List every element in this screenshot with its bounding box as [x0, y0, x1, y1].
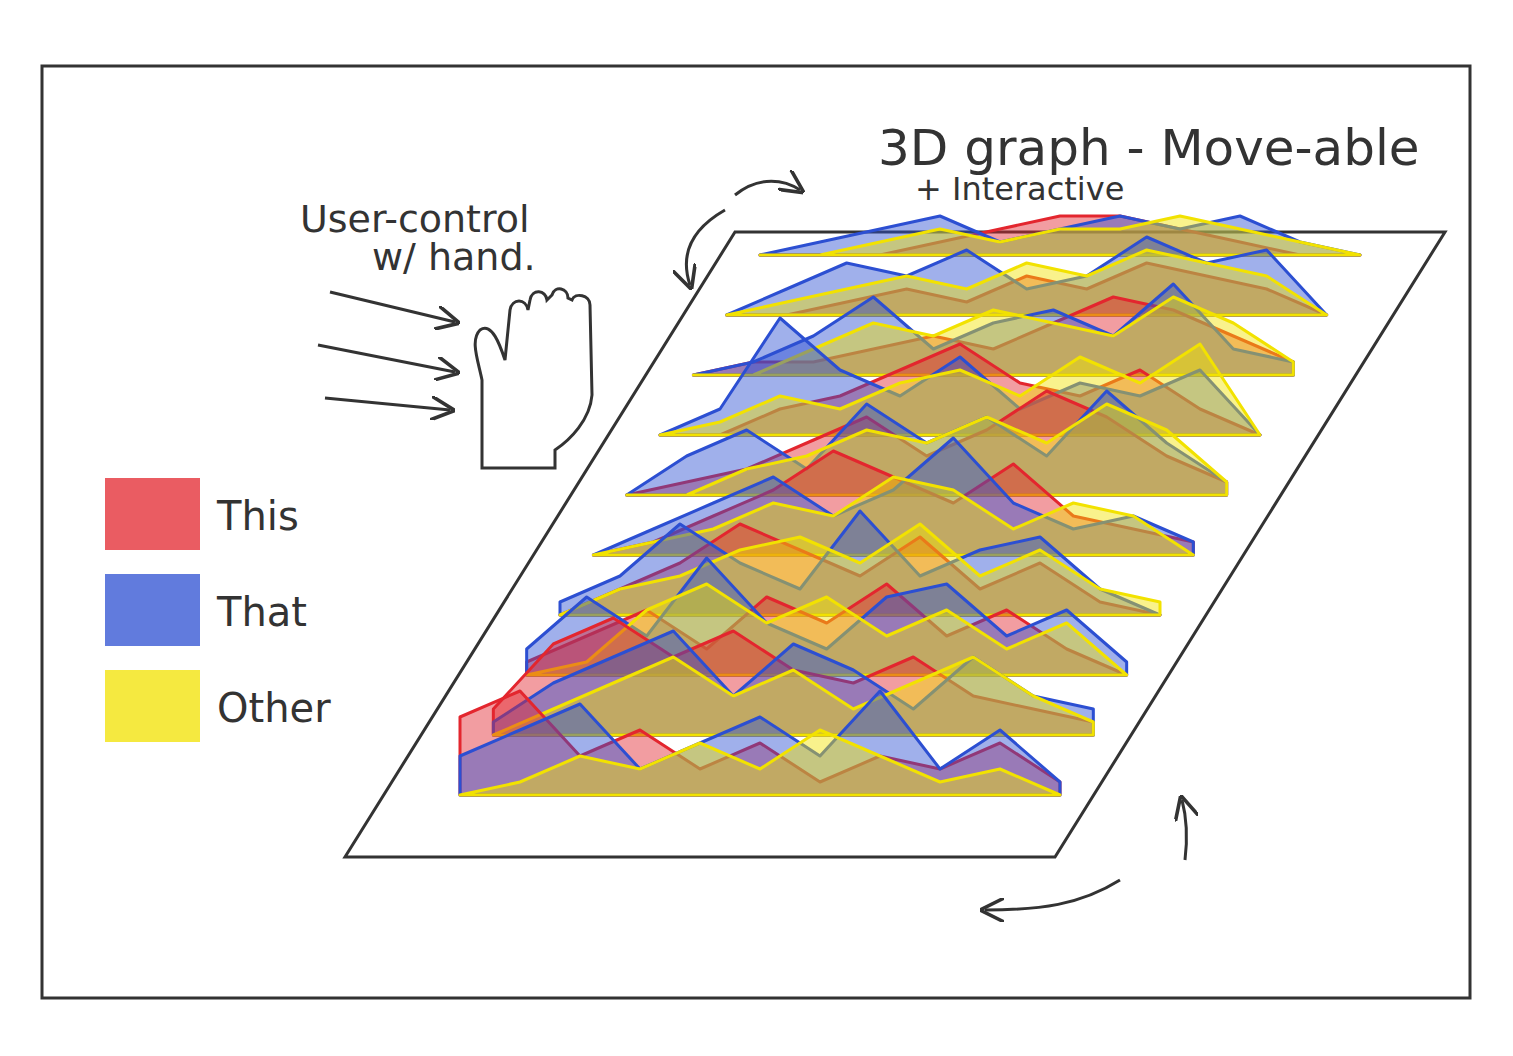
- base-plane: [345, 232, 1445, 857]
- legend-label: That: [216, 589, 307, 635]
- legend-swatch: [105, 478, 200, 550]
- chart-subtitle: + Interactive: [915, 170, 1124, 208]
- series-area: [560, 511, 1160, 615]
- legend-label: Other: [217, 685, 331, 731]
- plot-area: [460, 216, 1360, 795]
- series-area: [460, 691, 1060, 795]
- rotate-arrow: [735, 181, 800, 195]
- series-area: [727, 237, 1327, 315]
- gesture-arrow: [325, 398, 450, 410]
- gesture-arrow: [330, 292, 455, 322]
- rotate-arrow: [985, 880, 1120, 910]
- gesture-arrow: [318, 345, 455, 372]
- sketch-frame: [42, 66, 1470, 998]
- legend-swatch: [105, 670, 200, 742]
- row-group: [560, 511, 1160, 615]
- rotate-arrow: [686, 210, 725, 285]
- chart-title: 3D graph - Move-able: [878, 119, 1420, 177]
- sketch-canvas: 3D graph - Move-able+ InteractiveUser-co…: [0, 0, 1513, 1056]
- series-area: [760, 216, 1360, 255]
- row-group: [660, 318, 1260, 435]
- hand-icon: [475, 289, 592, 468]
- series-area: [727, 250, 1327, 315]
- row-group: [727, 237, 1327, 315]
- legend-label: This: [216, 493, 299, 539]
- series-area: [660, 344, 1260, 435]
- series-area: [460, 730, 1060, 795]
- row-group: [460, 691, 1060, 795]
- series-area: [760, 216, 1360, 255]
- row-group: [760, 216, 1360, 255]
- series-area: [660, 318, 1260, 435]
- annotation: w/ hand.: [372, 235, 536, 279]
- rotate-arrow: [1182, 800, 1186, 860]
- series-area: [760, 216, 1360, 255]
- series-area: [460, 691, 1060, 795]
- legend-swatch: [105, 574, 200, 646]
